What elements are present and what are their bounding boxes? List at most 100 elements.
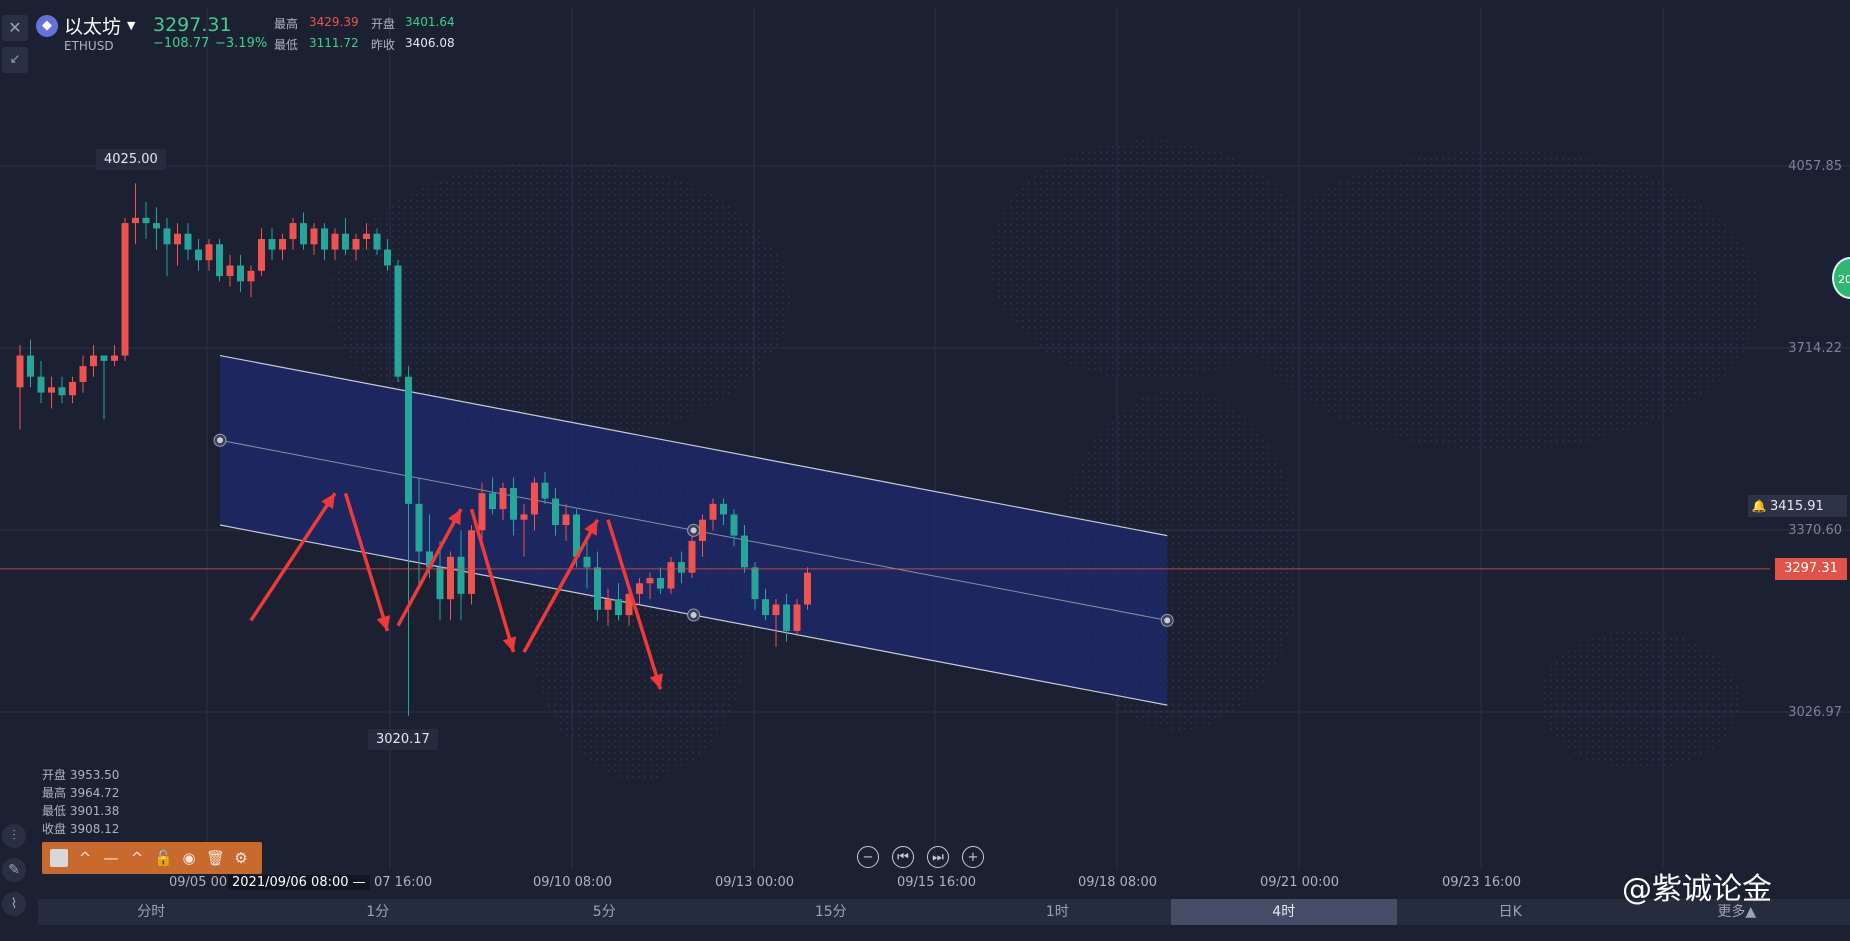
color-swatch[interactable] xyxy=(50,849,68,867)
candle xyxy=(16,344,24,430)
red-arrow xyxy=(396,508,463,627)
tab-more[interactable]: 更多▲ xyxy=(1717,904,1757,920)
arrow-shaft xyxy=(396,508,463,627)
alert-price-tag[interactable]: 🔔 3415.91 xyxy=(1748,495,1847,517)
channel-handle-dot xyxy=(1164,617,1171,624)
close-icon[interactable]: ✕ xyxy=(2,15,28,41)
candle xyxy=(100,355,108,420)
candle xyxy=(394,260,402,383)
candle-body xyxy=(216,244,223,277)
candle-body xyxy=(279,239,286,250)
settings-icon[interactable]: ⚙ xyxy=(234,849,248,867)
candle-body xyxy=(405,376,412,504)
candle-body xyxy=(79,366,87,383)
candle xyxy=(331,228,339,261)
alert-price-value: 3415.91 xyxy=(1770,499,1824,514)
arrow-head xyxy=(448,509,461,526)
red-arrow xyxy=(522,518,600,653)
ohlc-high: 最高 3964.72 xyxy=(42,786,120,800)
ethereum-icon: ◆ xyxy=(36,14,58,37)
candle-body xyxy=(541,482,549,499)
candle-body xyxy=(58,387,66,396)
candle xyxy=(646,572,654,600)
tab-interval[interactable]: 1时 xyxy=(1045,904,1069,920)
candle-body xyxy=(625,593,633,616)
tab-interval[interactable]: 1分 xyxy=(366,904,390,920)
header: ✕ ↙ ◆ 以太坊 ▼ ETHUSD 3297.31 −108.77 −3.19… xyxy=(0,0,1850,73)
zoom-out-icon[interactable]: − xyxy=(857,846,879,868)
candle-body xyxy=(615,599,622,616)
candle-body xyxy=(793,604,801,631)
candle xyxy=(300,212,307,250)
caret-up-icon[interactable]: ^ xyxy=(78,849,92,867)
candle-body xyxy=(657,577,664,589)
candle-body xyxy=(478,493,486,531)
candle-body xyxy=(583,556,591,568)
candle-body xyxy=(573,514,580,557)
candle-body xyxy=(415,503,423,552)
candle-body xyxy=(468,530,475,594)
candle-body xyxy=(741,535,748,568)
candle xyxy=(384,239,391,271)
candle-body xyxy=(121,223,129,356)
candle-body xyxy=(90,355,97,367)
tab-interval-active[interactable]: 4时 xyxy=(1170,899,1397,925)
red-arrows xyxy=(249,492,663,690)
candle-body xyxy=(751,567,759,600)
candle-body xyxy=(520,514,528,520)
candle-body xyxy=(646,577,654,584)
candle-body xyxy=(384,249,391,266)
lock-icon[interactable]: 🔓 xyxy=(154,849,173,867)
price-change: −108.77 xyxy=(153,36,210,51)
candle-body xyxy=(762,599,769,616)
tab-interval[interactable]: 分时 xyxy=(137,904,166,920)
y-tick: 3370.60 xyxy=(1788,523,1842,538)
caret-up-icon[interactable]: ^ xyxy=(130,849,144,867)
candle xyxy=(90,344,97,377)
arrow-shaft xyxy=(469,508,516,653)
candle-body xyxy=(300,223,307,245)
tab-interval[interactable]: 5分 xyxy=(592,904,616,920)
candle-body xyxy=(237,265,244,282)
symbol-selector[interactable]: ◆ 以太坊 ▼ xyxy=(36,12,135,39)
candle-body xyxy=(510,487,517,520)
candle xyxy=(636,577,643,605)
arrow-head xyxy=(649,673,663,690)
skip-back-icon[interactable]: ⏮ xyxy=(892,846,914,868)
symbol-code: ETHUSD xyxy=(64,39,114,53)
y-tick: 4057.85 xyxy=(1788,159,1842,174)
last-price: 3297.31 xyxy=(153,14,232,36)
skip-forward-icon[interactable]: ⏭ xyxy=(927,846,949,868)
line-style-icon[interactable]: — xyxy=(103,849,119,867)
bell-icon: 🔔 xyxy=(1751,499,1767,513)
trash-icon[interactable]: 🗑 xyxy=(206,849,226,867)
candle xyxy=(132,183,139,245)
candle xyxy=(625,588,633,626)
channel-handle-dot xyxy=(690,612,697,619)
candles xyxy=(16,183,811,716)
eye-icon[interactable]: ◉ xyxy=(182,849,196,867)
pencil-icon[interactable]: ✎ xyxy=(2,858,26,882)
candle xyxy=(184,223,192,261)
candle xyxy=(69,376,76,404)
candle-body xyxy=(667,562,675,589)
red-arrow xyxy=(606,519,663,690)
candle xyxy=(720,498,727,526)
channel-handle-dot xyxy=(690,527,697,534)
candle-body xyxy=(226,265,234,277)
candle xyxy=(205,239,213,271)
collapse-icon[interactable]: ↙ xyxy=(2,47,28,73)
tab-interval[interactable]: 15分 xyxy=(814,904,847,920)
tab-interval[interactable]: 日K xyxy=(1498,904,1522,920)
candle-body xyxy=(142,217,150,224)
chart-type-icon[interactable]: ⌇ xyxy=(2,892,26,916)
candle-body xyxy=(730,514,738,536)
candle-body xyxy=(195,249,202,261)
zoom-in-icon[interactable]: + xyxy=(962,846,984,868)
candle xyxy=(678,551,685,584)
candle xyxy=(762,588,769,621)
candle-body xyxy=(678,562,685,573)
candle xyxy=(352,233,360,261)
indicator-icon[interactable]: ⫶ xyxy=(2,824,26,848)
